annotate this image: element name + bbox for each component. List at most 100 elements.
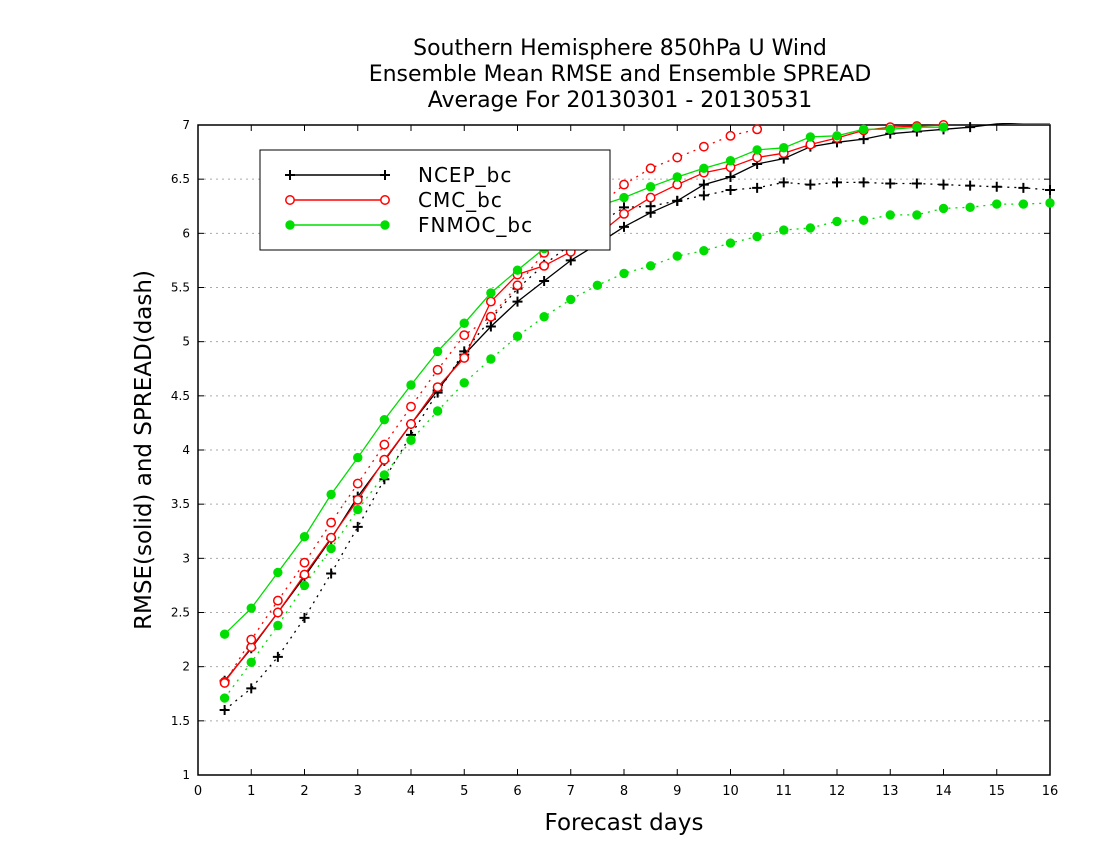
data-point-ncep_bc-rmse bbox=[565, 255, 576, 266]
x-tick-label: 12 bbox=[829, 784, 846, 799]
data-point-fnmoc_bc-rmse bbox=[858, 124, 869, 135]
series-line-cmc_bc-spread bbox=[224, 128, 758, 684]
legend-marker-cmc_bc bbox=[380, 195, 390, 205]
data-point-fnmoc_bc-spread bbox=[379, 470, 390, 480]
data-point-cmc_bc-spread bbox=[645, 163, 656, 174]
data-point-fnmoc_bc-rmse bbox=[912, 122, 922, 132]
data-point-ncep_bc-rmse bbox=[858, 134, 869, 145]
data-point-fnmoc_bc-rmse bbox=[672, 172, 682, 182]
chart-title-line-1: Southern Hemisphere 850hPa U Wind bbox=[413, 36, 827, 61]
data-point-cmc_bc-rmse bbox=[326, 532, 337, 543]
x-tick-label: 13 bbox=[882, 784, 899, 799]
data-point-fnmoc_bc-spread bbox=[512, 331, 523, 341]
data-point-fnmoc_bc-spread bbox=[459, 378, 469, 388]
data-point-cmc_bc-spread bbox=[379, 439, 390, 450]
data-point-fnmoc_bc-rmse bbox=[379, 414, 390, 425]
data-point-fnmoc_bc-spread bbox=[406, 435, 416, 445]
x-tick-label: 8 bbox=[620, 784, 628, 799]
y-tick-label: 2.5 bbox=[171, 606, 190, 620]
legend-marker-fnmoc_bc bbox=[285, 220, 295, 230]
data-point-cmc_bc-spread bbox=[326, 517, 337, 528]
data-point-ncep_bc-rmse bbox=[512, 296, 523, 307]
y-tick-label: 2 bbox=[182, 660, 190, 674]
data-point-ncep_bc-spread bbox=[725, 185, 736, 195]
data-point-ncep_bc-spread bbox=[352, 521, 363, 532]
data-point-ncep_bc-spread bbox=[938, 179, 949, 190]
data-point-cmc_bc-spread bbox=[698, 141, 709, 152]
data-point-ncep_bc-rmse bbox=[965, 122, 976, 133]
data-point-ncep_bc-spread bbox=[911, 178, 922, 189]
data-point-cmc_bc-rmse bbox=[432, 382, 443, 393]
data-point-fnmoc_bc-spread bbox=[619, 268, 629, 279]
data-point-cmc_bc-spread bbox=[219, 677, 230, 688]
data-point-ncep_bc-spread bbox=[991, 181, 1002, 192]
data-point-ncep_bc-spread bbox=[805, 179, 816, 190]
x-tick-label: 2 bbox=[300, 784, 308, 799]
x-tick-label: 15 bbox=[988, 784, 1005, 799]
data-point-fnmoc_bc-rmse bbox=[406, 380, 416, 390]
y-tick-label: 3.5 bbox=[171, 497, 190, 511]
series-line-ncep_bc-spread bbox=[224, 181, 1051, 711]
data-point-fnmoc_bc-spread bbox=[1018, 199, 1029, 209]
data-point-cmc_bc-spread bbox=[352, 478, 363, 489]
data-point-fnmoc_bc-spread bbox=[432, 406, 443, 416]
data-point-fnmoc_bc-spread bbox=[885, 210, 895, 220]
data-point-fnmoc_bc-rmse bbox=[459, 318, 469, 328]
y-tick-label: 5.5 bbox=[171, 281, 190, 295]
data-point-cmc_bc-rmse bbox=[619, 208, 629, 219]
data-point-ncep_bc-spread bbox=[885, 178, 896, 189]
data-point-cmc_bc-rmse bbox=[272, 607, 283, 618]
data-point-cmc_bc-spread bbox=[299, 557, 310, 568]
data-point-fnmoc_bc-rmse bbox=[645, 182, 656, 192]
data-point-cmc_bc-spread bbox=[752, 124, 763, 135]
y-tick-label: 4 bbox=[182, 443, 190, 457]
data-point-cmc_bc-rmse bbox=[485, 296, 496, 307]
data-point-ncep_bc-spread bbox=[672, 195, 683, 206]
x-tick-label: 3 bbox=[354, 784, 362, 799]
x-tick-label: 11 bbox=[775, 784, 792, 799]
data-point-fnmoc_bc-rmse bbox=[353, 452, 363, 463]
data-point-cmc_bc-spread bbox=[672, 152, 683, 163]
data-point-cmc_bc-spread bbox=[619, 179, 629, 190]
x-tick-label: 4 bbox=[407, 784, 415, 799]
data-point-fnmoc_bc-spread bbox=[645, 261, 656, 271]
data-point-cmc_bc-spread bbox=[512, 280, 523, 291]
data-point-cmc_bc-rmse bbox=[299, 569, 310, 580]
data-point-fnmoc_bc-rmse bbox=[619, 192, 629, 203]
data-point-fnmoc_bc-spread bbox=[699, 245, 709, 256]
data-point-cmc_bc-rmse bbox=[352, 494, 363, 505]
y-tick-label: 3 bbox=[182, 551, 190, 565]
legend-marker-ncep_bc bbox=[380, 170, 390, 180]
data-point-ncep_bc-spread bbox=[965, 180, 976, 191]
legend-marker-cmc_bc bbox=[285, 195, 295, 205]
data-point-fnmoc_bc-spread bbox=[725, 238, 736, 248]
data-point-fnmoc_bc-rmse bbox=[752, 145, 762, 155]
y-axis-label: RMSE(solid) and SPREAD(dash) bbox=[131, 270, 157, 630]
data-point-fnmoc_bc-spread bbox=[1045, 198, 1055, 208]
data-point-ncep_bc-spread bbox=[219, 705, 230, 715]
data-point-fnmoc_bc-rmse bbox=[512, 265, 523, 275]
data-point-fnmoc_bc-rmse bbox=[486, 288, 496, 298]
data-point-cmc_bc-rmse bbox=[379, 454, 390, 465]
data-point-fnmoc_bc-spread bbox=[752, 231, 762, 242]
data-point-fnmoc_bc-spread bbox=[326, 543, 336, 554]
data-point-cmc_bc-spread bbox=[485, 311, 496, 322]
data-point-cmc_bc-rmse bbox=[406, 419, 416, 429]
data-point-fnmoc_bc-spread bbox=[486, 354, 496, 364]
y-tick-label: 1.5 bbox=[171, 714, 190, 728]
data-point-fnmoc_bc-rmse bbox=[725, 156, 736, 166]
data-point-ncep_bc-spread bbox=[299, 612, 310, 623]
legend-label-ncep_bc: NCEP_bc bbox=[418, 163, 512, 187]
data-point-fnmoc_bc-rmse bbox=[885, 124, 895, 135]
data-point-cmc_bc-spread bbox=[272, 595, 283, 606]
y-tick-label: 7 bbox=[182, 118, 190, 132]
y-tick-label: 6 bbox=[182, 226, 190, 240]
data-point-fnmoc_bc-spread bbox=[592, 280, 603, 291]
legend-label-cmc_bc: CMC_bc bbox=[418, 188, 503, 212]
x-tick-label: 0 bbox=[194, 784, 202, 799]
legend-marker-fnmoc_bc bbox=[380, 220, 390, 230]
data-point-fnmoc_bc-spread bbox=[858, 215, 869, 226]
y-tick-label: 5 bbox=[182, 335, 190, 349]
data-point-cmc_bc-spread bbox=[406, 401, 416, 412]
